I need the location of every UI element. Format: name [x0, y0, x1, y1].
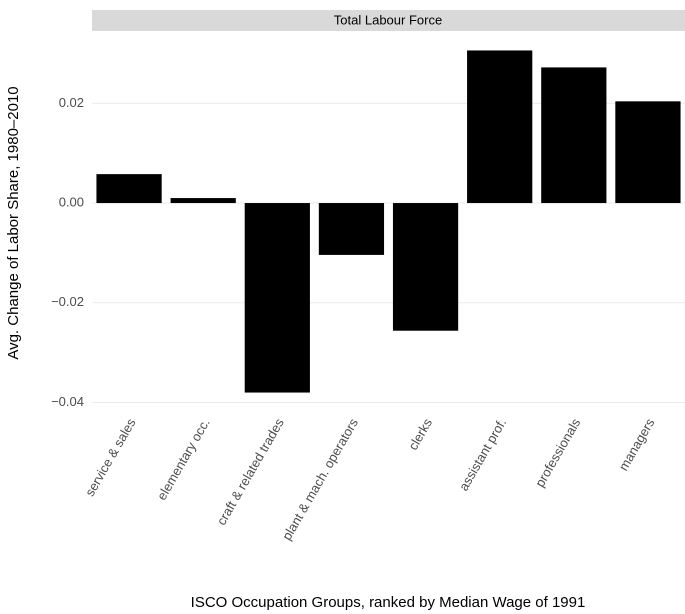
bar: [96, 174, 162, 204]
y-tick-label: 0.00: [59, 194, 84, 209]
bar: [170, 198, 236, 204]
y-tick-label: −0.02: [51, 294, 84, 309]
bar: [244, 203, 310, 393]
y-tick-label: 0.02: [59, 95, 84, 110]
bar: [392, 203, 459, 331]
x-tick-label: assistant prof.: [456, 416, 509, 494]
x-axis-title: ISCO Occupation Groups, ranked by Median…: [191, 594, 586, 611]
y-axis-title: Avg. Change of Labor Share, 1980–2010: [5, 86, 22, 359]
bar: [541, 67, 607, 204]
bar: [318, 203, 385, 255]
x-tick-label: elementary occ.: [154, 416, 213, 503]
y-tick-label: −0.04: [51, 394, 84, 409]
x-tick-label: managers: [616, 415, 658, 473]
facet-title: Total Labour Force: [334, 12, 442, 27]
x-tick-label: professionals: [532, 415, 584, 489]
x-tick-label: clerks: [405, 415, 435, 452]
x-tick-label: craft & related trades: [214, 415, 288, 527]
bar: [615, 101, 681, 204]
x-tick-label: plant & mach. operators: [279, 415, 361, 542]
x-tick-label: service & sales: [82, 415, 139, 499]
facet-strip: [92, 10, 685, 31]
bar: [467, 50, 533, 204]
